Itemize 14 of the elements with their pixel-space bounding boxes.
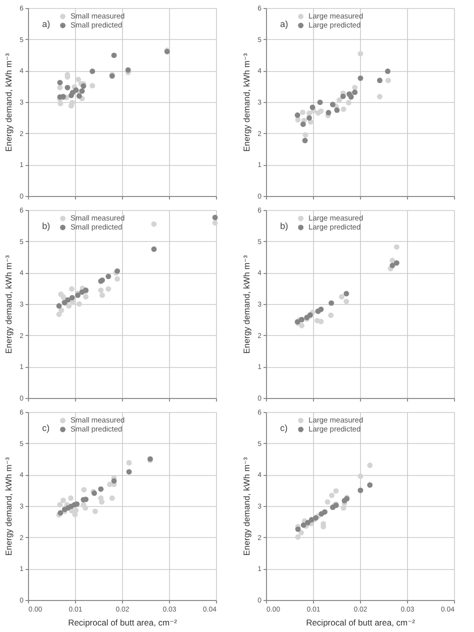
annotation: c) (42, 422, 50, 433)
annotation: a) (42, 18, 50, 29)
y-axis-title: Energy demand, kWh m⁻³ (242, 457, 252, 556)
y-axis-title: Energy demand, kWh m⁻³ (4, 53, 14, 152)
x-axis-title: Reciprocal of butt area, cm⁻² (306, 618, 416, 628)
annotation: a) (280, 18, 288, 29)
y-axis-title: Energy demand, kWh m⁻³ (4, 457, 14, 556)
annotation: b) (42, 220, 50, 231)
x-axis-title: Reciprocal of butt area, cm⁻² (68, 618, 178, 628)
y-axis-title: Energy demand, kWh m⁻³ (242, 255, 252, 354)
annotation: b) (280, 220, 288, 231)
y-axis-title: Energy demand, kWh m⁻³ (242, 53, 252, 152)
y-axis-title: Energy demand, kWh m⁻³ (4, 255, 14, 354)
annotation: c) (280, 422, 288, 433)
